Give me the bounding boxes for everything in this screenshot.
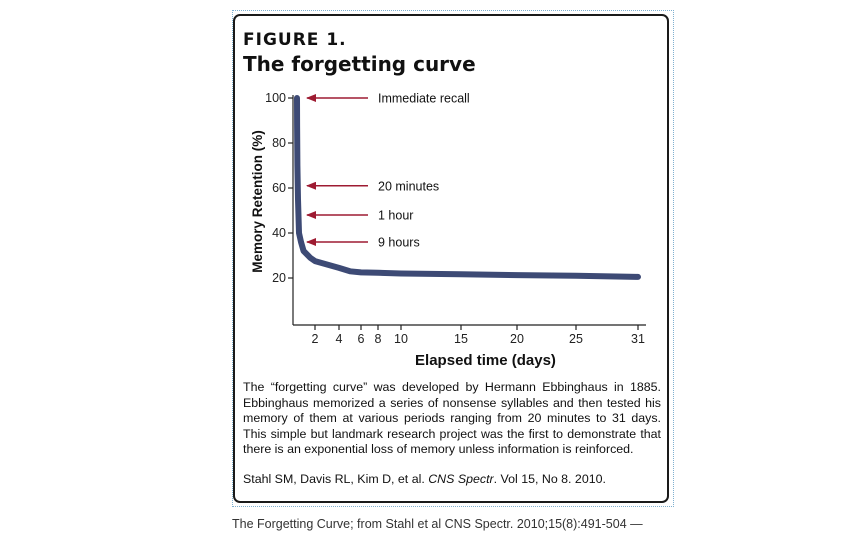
citation-authors: Stahl SM, Davis RL, Kim D, et al. [243,472,429,486]
figure-outer-frame [232,10,674,507]
figure-number: FIGURE 1. [243,30,347,50]
x-tick-label: 31 [631,332,645,346]
x-tick-label: 4 [336,332,343,346]
forgetting-curve-chart: 20 40 60 80 100 2 4 6 8 10 15 20 25 31 Elapsed time (d… [250,91,646,369]
y-tick-label: 40 [272,226,286,240]
source-caption: The Forgetting Curve; from Stahl et al C… [232,517,643,531]
annotation-label: Immediate recall [378,92,470,106]
x-tick-label: 10 [394,332,408,346]
annotation-label: 20 minutes [378,179,439,193]
figure-box [233,14,669,503]
figure-caption: The “forgetting curve” was developed by … [243,380,661,456]
annotation-label: 1 hour [378,209,413,223]
x-tick-label: 6 [358,332,365,346]
figure-title: The forgetting curve [243,52,476,76]
forgetting-curve-line [294,95,641,280]
figure-citation: Stahl SM, Davis RL, Kim D, et al. CNS Sp… [243,472,606,486]
annotation-label: 9 hours [378,236,420,250]
y-axis-label: Memory Retention (%) [250,130,265,273]
y-tick-label: 100 [265,91,286,105]
y-tick-label: 60 [272,181,286,195]
chart-axes: 20 40 60 80 100 2 4 6 8 10 15 20 25 31 Elapsed time (d… [250,91,646,369]
chart-annotations: Immediate recall 20 minutes 1 hour 9 hours [306,92,470,250]
x-tick-label: 8 [375,332,382,346]
y-tick-label: 20 [272,271,286,285]
x-axis-label: Elapsed time (days) [415,352,556,369]
citation-volume: . Vol 15, No 8. 2010. [493,472,606,486]
x-tick-label: 20 [510,332,524,346]
citation-journal: CNS Spectr [428,472,494,486]
x-tick-label: 25 [569,332,583,346]
y-tick-label: 80 [272,136,286,150]
x-tick-label: 2 [312,332,319,346]
x-tick-label: 15 [454,332,468,346]
chart-series [294,95,641,280]
